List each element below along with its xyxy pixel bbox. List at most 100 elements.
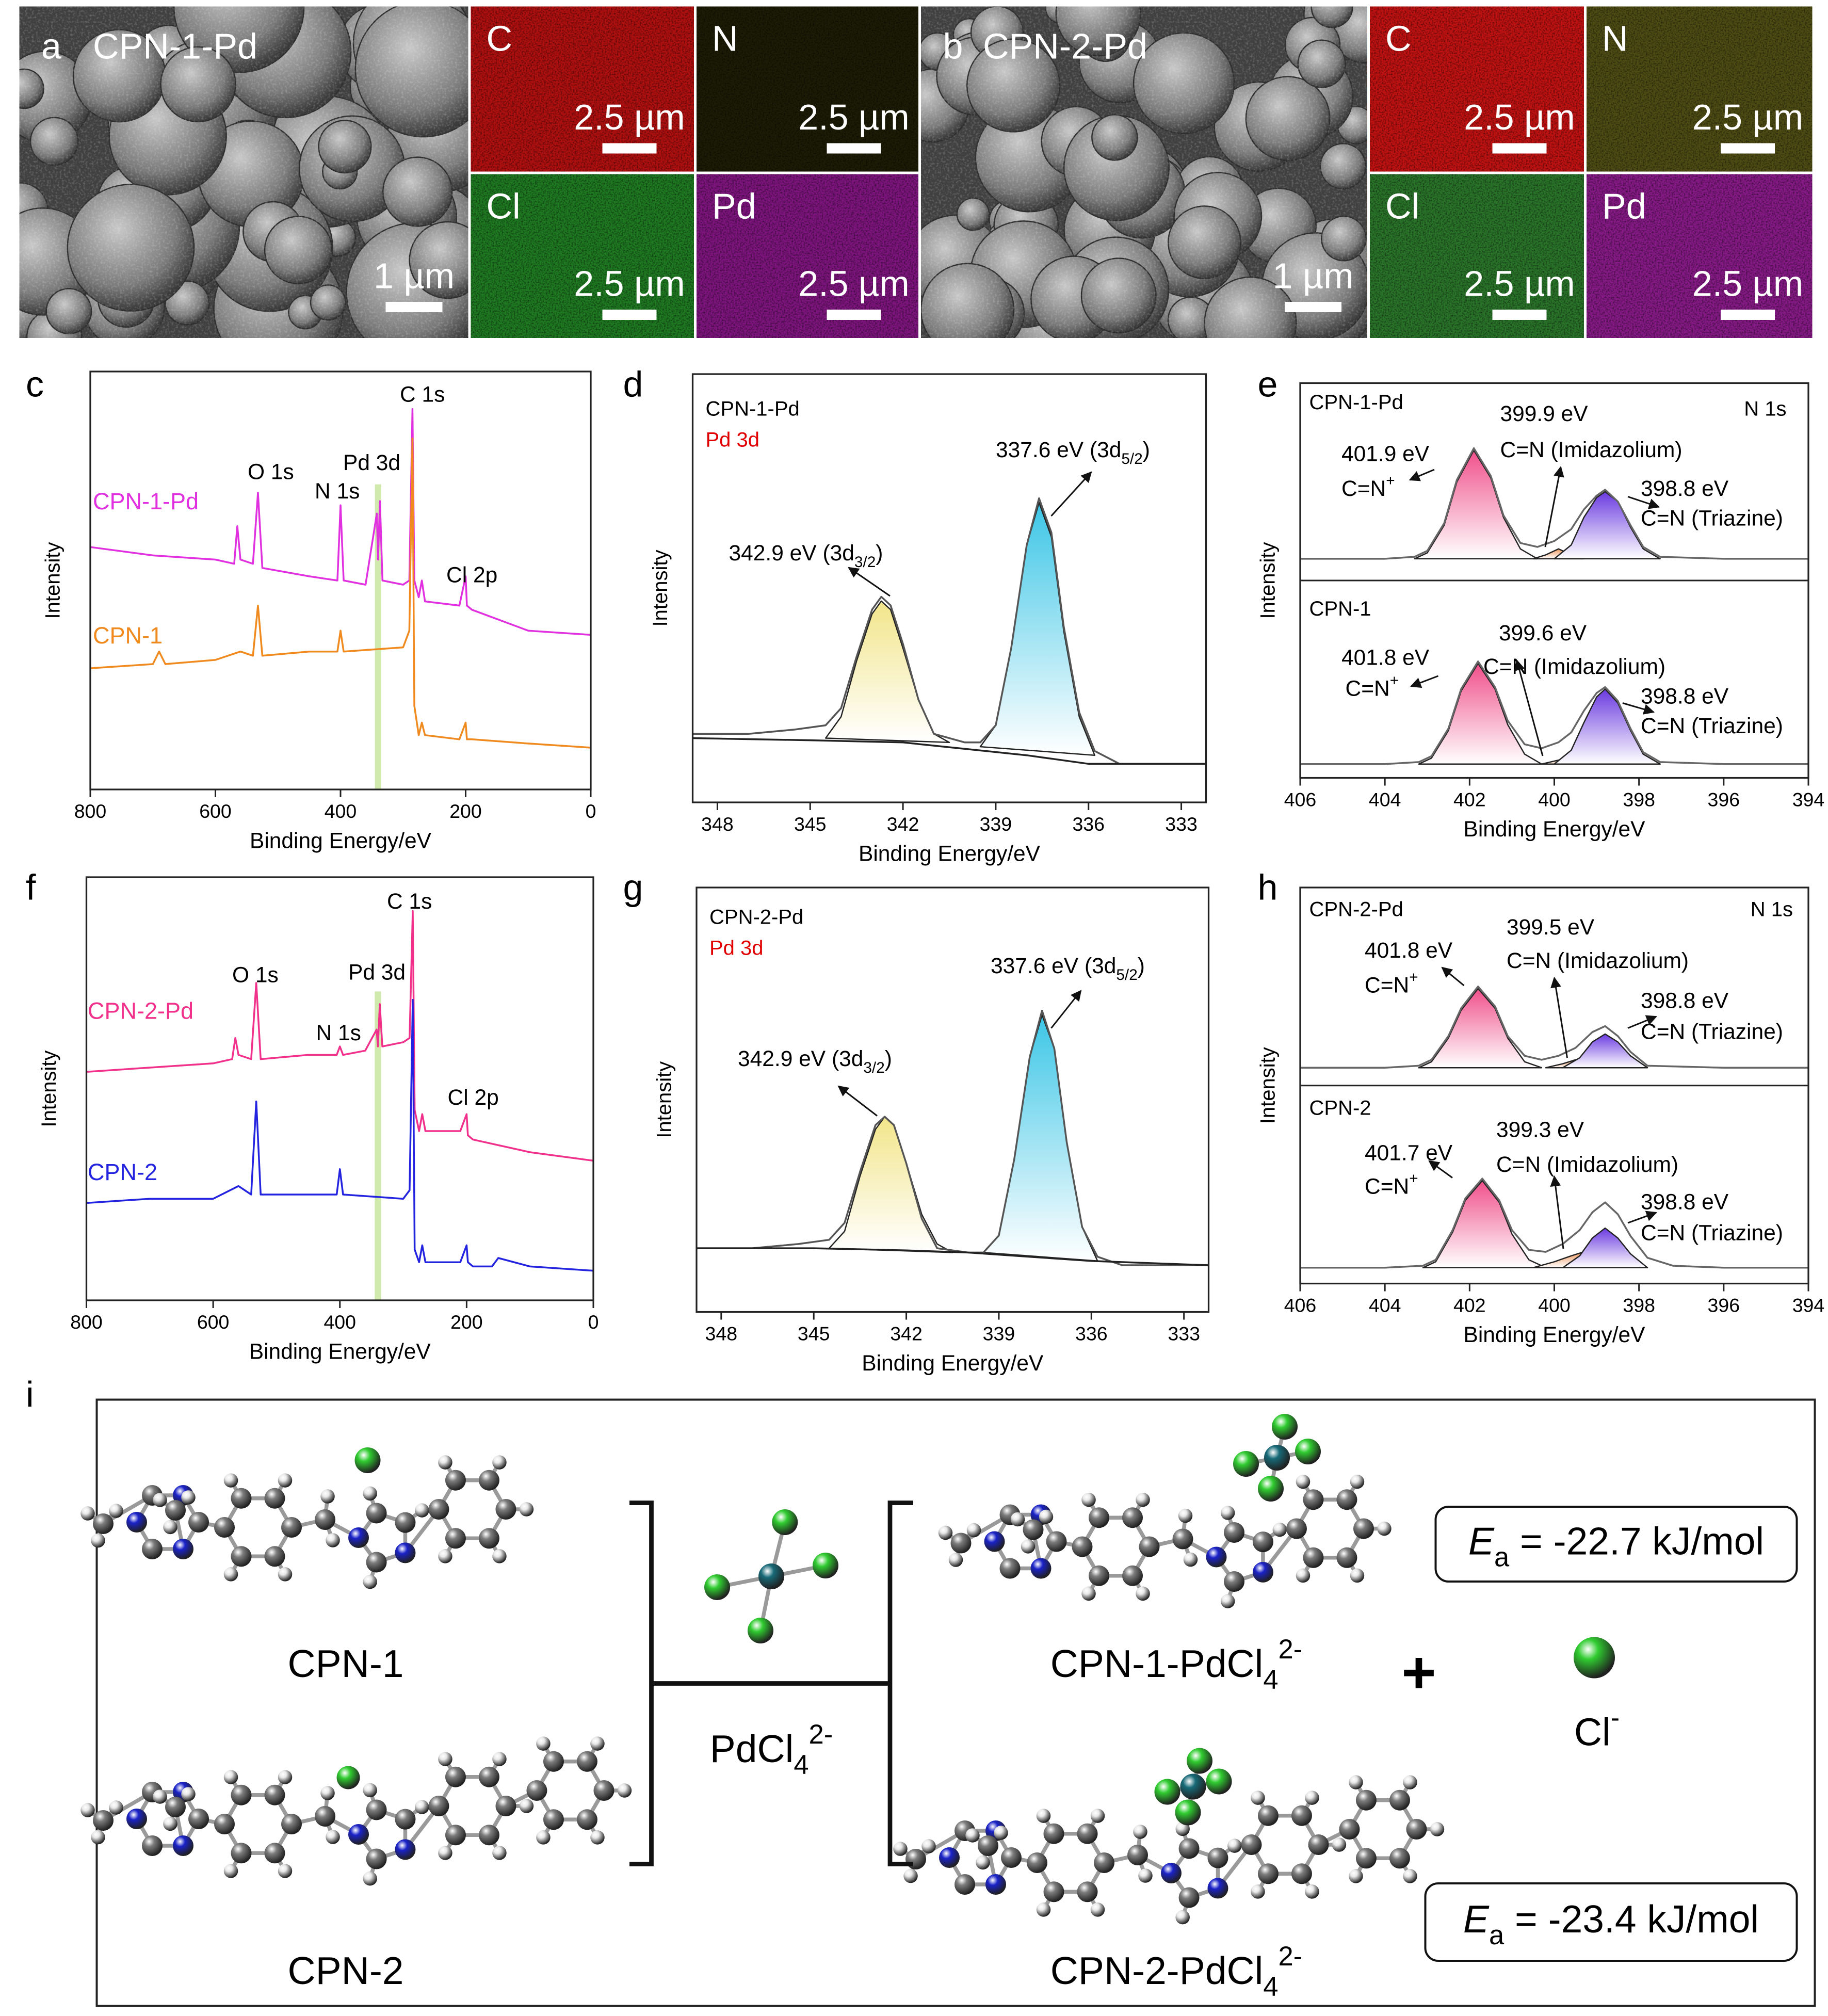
reagent-label: PdCl42-	[710, 1719, 833, 1780]
atom	[1039, 1509, 1054, 1524]
arrow	[1622, 702, 1655, 715]
sample-label: CPN-2-Pd	[1309, 898, 1403, 921]
x-tick-label: 336	[1072, 813, 1105, 835]
atom	[519, 1799, 534, 1813]
annotation-sub: 3/2	[863, 1059, 884, 1076]
annotation: C=N+	[1365, 969, 1418, 998]
map-speckle	[471, 174, 694, 338]
atom	[320, 1489, 335, 1504]
map-element: N	[1602, 18, 1628, 58]
annotation: C=N+	[1365, 1170, 1418, 1199]
atom	[173, 1538, 194, 1559]
atom	[1272, 1522, 1287, 1537]
annotation-sub: 5/2	[1116, 966, 1137, 983]
atom	[1574, 1637, 1615, 1679]
highlight-band	[375, 991, 381, 1300]
byproduct-label-sup: -	[1611, 1703, 1620, 1733]
annotation-text: 337.6 eV (3d	[996, 438, 1121, 462]
atom	[188, 1809, 209, 1829]
chart-title: CPN-2-Pd	[709, 906, 803, 929]
atom	[1296, 1474, 1311, 1489]
annotation-text: C=N	[1341, 477, 1386, 501]
element-map: Pd 2.5 µm	[697, 174, 918, 338]
atom	[181, 1787, 196, 1801]
x-tick-label: 400	[1538, 1294, 1571, 1316]
plus-sign: +	[1401, 1639, 1436, 1705]
atom	[617, 1783, 632, 1798]
molecule-label-sup: 2-	[1279, 1941, 1303, 1972]
atom	[1339, 1819, 1360, 1840]
x-tick-label: 200	[449, 800, 482, 822]
map-element: C	[487, 18, 513, 58]
atom	[264, 1843, 285, 1864]
annotation-sup: +	[1409, 969, 1418, 986]
y-axis-label: Intensity	[1257, 1047, 1280, 1124]
x-tick-label: 600	[199, 800, 232, 822]
atom	[445, 1528, 466, 1549]
scale-bar-label: 2.5 µm	[798, 97, 909, 137]
spectrum-panel: c 800 600 400 200 0 Binding Energy/eV Intensity…	[26, 364, 596, 853]
scale-bar	[1492, 310, 1547, 320]
atom	[985, 1874, 1006, 1895]
element-map: N 2.5 µm	[697, 6, 918, 172]
reagent-label-text: PdCl	[710, 1727, 794, 1770]
atom	[1036, 1902, 1051, 1917]
atom	[366, 1503, 387, 1524]
atom	[903, 1868, 918, 1883]
chart-subtitle: Pd 3d	[706, 429, 760, 451]
scale-bar-label: 2.5 µm	[1692, 97, 1803, 137]
x-tick-label: 394	[1792, 1294, 1825, 1316]
atom	[348, 1824, 369, 1845]
fitted-peak	[1554, 688, 1661, 765]
atom	[813, 1552, 839, 1578]
sem-image: a CPN-1-Pd 1 µm	[19, 6, 468, 338]
atom	[1136, 1586, 1150, 1601]
atom	[1291, 1805, 1312, 1826]
scale-bar	[827, 143, 881, 154]
scale-bar	[602, 143, 657, 154]
molecule-label: CPN-2	[287, 1949, 403, 1992]
reagent-label-sub: 4	[794, 1750, 808, 1780]
atom	[1349, 1869, 1363, 1883]
atom	[264, 1546, 285, 1567]
atom	[1090, 1809, 1105, 1823]
atom	[1089, 1565, 1109, 1586]
chart-title: CPN-1-Pd	[706, 398, 800, 421]
annotation: 401.8 eV	[1365, 939, 1453, 963]
plot-frame	[89, 370, 592, 791]
annotation-sup: +	[1409, 1170, 1418, 1187]
atom	[363, 1574, 377, 1589]
atom	[1264, 1445, 1290, 1471]
spectrum-panel: g 348 345 342 339 336 333 Binding Energy/eV Inte…	[623, 867, 1210, 1376]
atom	[976, 1855, 990, 1870]
atom	[1136, 1492, 1150, 1507]
atom	[320, 1786, 335, 1800]
atom	[999, 1558, 1021, 1579]
arrow	[1428, 1160, 1453, 1179]
spectrum-line	[90, 408, 591, 636]
y-axis-label: Intensity	[1257, 542, 1280, 619]
atom	[1257, 1805, 1279, 1826]
atom	[354, 1447, 381, 1473]
highlight-band	[375, 484, 381, 789]
chart-subtitle: Pd 3d	[709, 937, 764, 960]
x-tick-label: 345	[794, 813, 827, 835]
annotation-text: 337.6 eV (3d	[991, 954, 1116, 978]
atom	[1139, 1536, 1160, 1557]
series-label: CPN-2-Pd	[88, 997, 193, 1024]
atom	[1291, 1863, 1312, 1884]
atom	[478, 1825, 499, 1846]
atom	[395, 1542, 416, 1563]
annotation-text: C=N	[1365, 1175, 1409, 1199]
atom	[748, 1618, 773, 1643]
atom	[1430, 1822, 1445, 1836]
micrograph-title: CPN-1-Pd	[93, 26, 257, 66]
annotation-text: C=N	[1346, 677, 1390, 701]
spectrum-line	[1300, 986, 1809, 1069]
atom	[492, 1752, 507, 1766]
scale-bar	[1721, 310, 1775, 320]
atom	[1207, 1878, 1228, 1899]
annotation: 399.5 eV	[1507, 915, 1595, 940]
sem-grain	[921, 6, 1367, 338]
atom	[1127, 1845, 1148, 1865]
